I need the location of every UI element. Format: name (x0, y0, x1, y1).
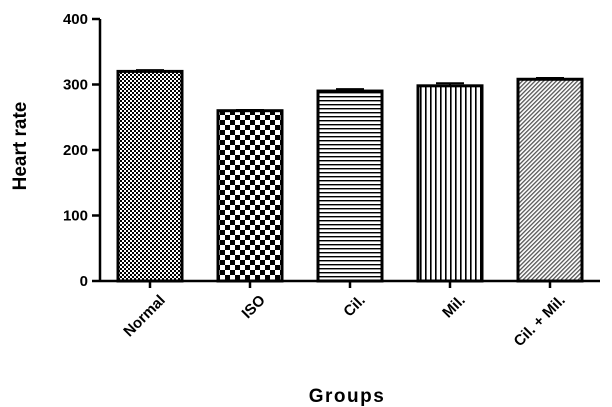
bar (116, 69, 184, 283)
bar (516, 77, 584, 283)
bars-group (116, 69, 584, 283)
x-tick-label: Mil. (439, 292, 469, 322)
x-tick-label: Cil. + Mil. (511, 292, 569, 350)
x-tick-label: Cil. (340, 292, 369, 321)
y-tick-label: 200 (63, 142, 88, 159)
y-tick-label: 0 (80, 273, 88, 290)
x-tick-label: ISO (239, 292, 270, 323)
y-tick-label: 300 (63, 77, 88, 94)
y-tick-label: 100 (63, 208, 88, 225)
x-tick-label: Normal (120, 292, 169, 341)
category-labels: Normal ISO Cil. Mil. Cil. + Mil. (120, 292, 569, 351)
x-axis-title: Groups (309, 386, 386, 407)
bar (316, 89, 384, 283)
y-axis-title: Heart rate (10, 102, 31, 191)
y-axis: 0 100 200 300 400 (63, 11, 102, 290)
bar (416, 84, 484, 283)
bar (216, 109, 284, 283)
y-tick-label: 400 (63, 11, 88, 28)
